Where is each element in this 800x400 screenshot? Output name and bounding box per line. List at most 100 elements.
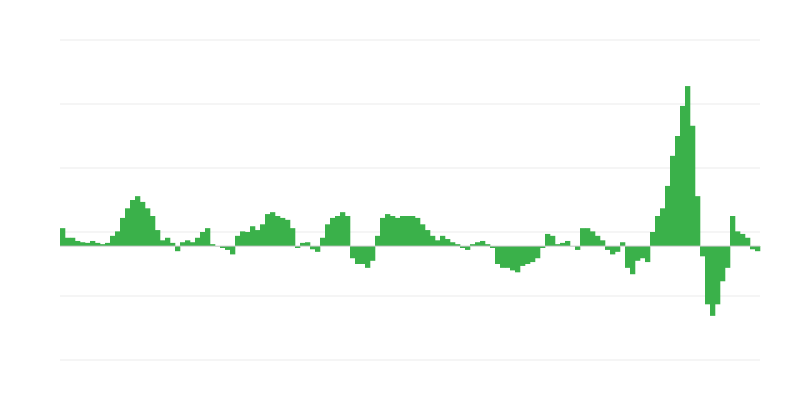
bar [595, 235, 601, 247]
bar [475, 242, 481, 247]
bar [285, 219, 291, 247]
bar [565, 240, 571, 247]
bar [100, 244, 106, 247]
bar [515, 246, 521, 273]
bar [435, 240, 441, 247]
bar [145, 208, 151, 247]
bar [250, 226, 256, 247]
bar [295, 246, 301, 248]
bar [485, 244, 491, 247]
bar [735, 231, 741, 247]
bar [165, 237, 171, 247]
bar [300, 242, 306, 247]
bar [400, 216, 406, 247]
bar [120, 217, 126, 247]
bar [675, 136, 681, 247]
bar [560, 242, 566, 247]
bar [110, 235, 116, 247]
bar [245, 232, 251, 247]
bar [125, 208, 131, 247]
bar [510, 246, 516, 271]
bar [325, 224, 331, 247]
bar [755, 246, 761, 252]
bar [425, 230, 431, 247]
bar [685, 86, 691, 247]
bar [320, 237, 326, 247]
bar [690, 125, 696, 247]
bar [655, 216, 661, 247]
bar [745, 237, 751, 247]
bar [415, 217, 421, 247]
bar [270, 212, 276, 247]
bar [180, 242, 186, 247]
bar [340, 212, 346, 247]
bar [255, 230, 261, 247]
bar [330, 217, 336, 247]
bar [540, 246, 546, 248]
bar [530, 246, 536, 263]
bar [440, 235, 446, 247]
bar [185, 240, 191, 247]
bar [280, 217, 286, 247]
bar [700, 246, 706, 257]
bar [230, 246, 236, 255]
bar [610, 246, 616, 255]
bar [590, 231, 596, 247]
bar [240, 231, 246, 247]
bar [95, 242, 101, 247]
bar [220, 246, 226, 248]
bar [350, 246, 356, 259]
bar [720, 246, 726, 282]
bar [430, 235, 436, 247]
bar [535, 246, 541, 259]
bar [495, 246, 501, 264]
bar [605, 246, 611, 250]
bar [305, 242, 311, 247]
bar [660, 208, 666, 247]
bar [175, 246, 181, 252]
bar [290, 228, 296, 247]
bar [645, 246, 651, 263]
bar [705, 246, 711, 305]
bar [155, 230, 161, 247]
bar [405, 216, 411, 247]
bar [725, 246, 731, 268]
bar [115, 231, 121, 247]
bar [235, 235, 241, 247]
bar [500, 246, 506, 268]
bar [80, 242, 86, 247]
bar [225, 246, 231, 250]
bar [375, 235, 381, 247]
bar [600, 240, 606, 247]
bar [420, 224, 426, 247]
bar [710, 246, 716, 316]
bar [585, 228, 591, 247]
bar [640, 246, 646, 259]
bar [310, 246, 316, 250]
bar [545, 233, 551, 247]
bar [575, 246, 581, 250]
bar [635, 246, 641, 261]
bar [450, 242, 456, 247]
bar [525, 246, 531, 264]
bar [380, 217, 386, 247]
bar [265, 214, 271, 247]
bar [195, 237, 201, 247]
bar [580, 228, 586, 247]
bar [555, 244, 561, 247]
bar [715, 246, 721, 305]
bar [150, 216, 156, 247]
bar [630, 246, 636, 275]
gridlines [60, 39, 760, 361]
bar [410, 216, 416, 247]
bar [315, 246, 321, 252]
bar [750, 246, 756, 250]
bar [520, 246, 526, 266]
bar [355, 246, 361, 264]
bar [335, 216, 341, 247]
bar [695, 196, 701, 247]
bar [135, 196, 141, 247]
bar [465, 246, 471, 250]
bar [395, 217, 401, 247]
bar [650, 232, 656, 247]
